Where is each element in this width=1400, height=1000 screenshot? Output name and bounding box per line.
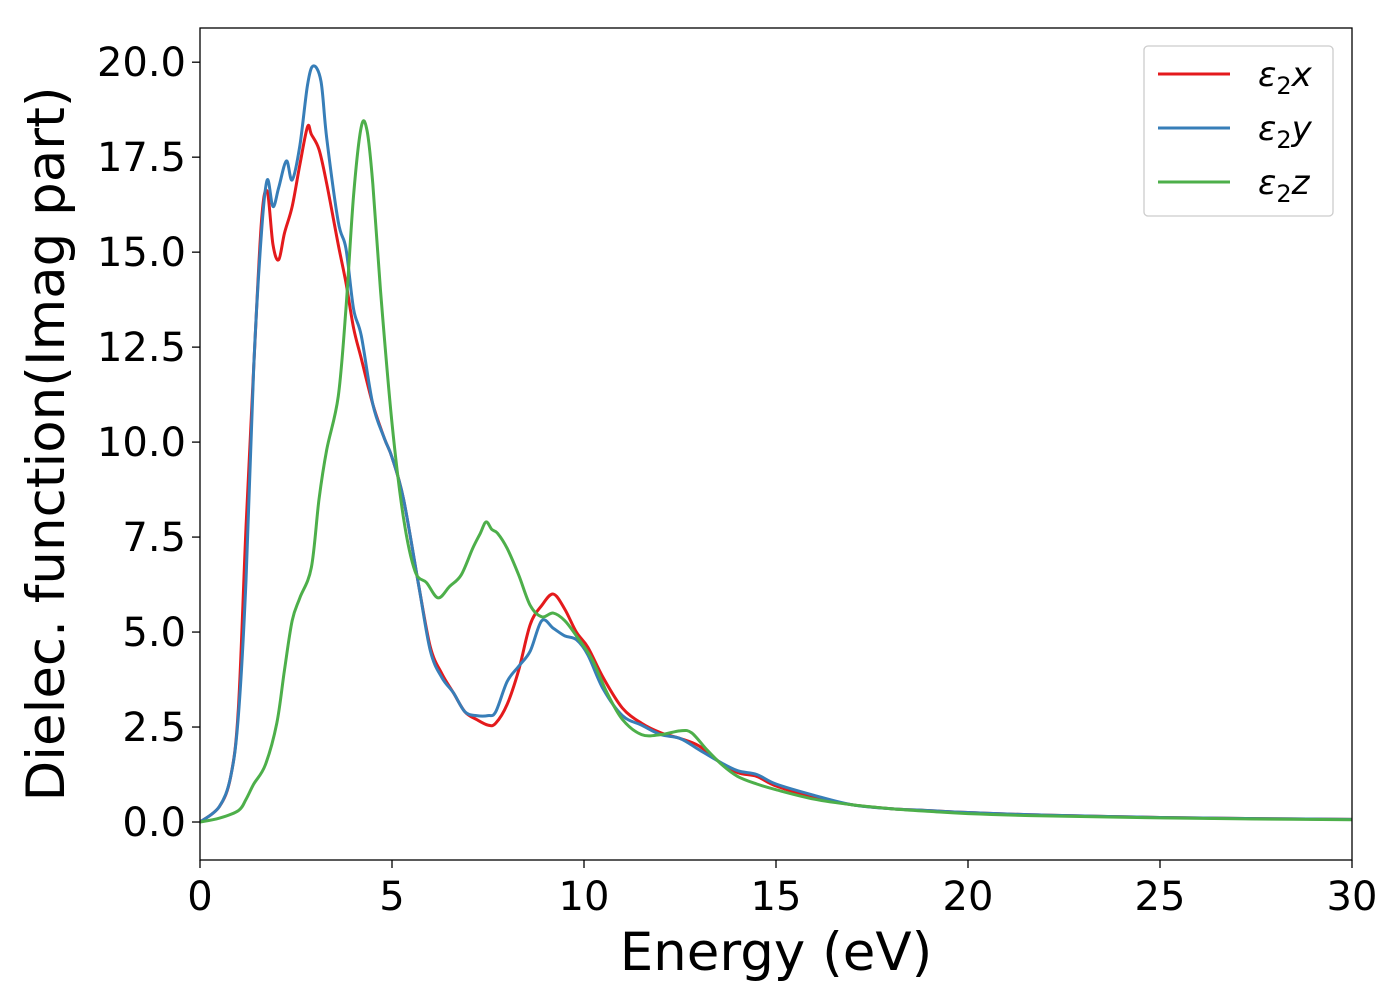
x-tick-label: 0 xyxy=(187,874,212,920)
y-tick-label: 17.5 xyxy=(97,135,186,181)
series-line-y xyxy=(200,64,1352,824)
x-tick-label: 5 xyxy=(379,874,404,920)
legend-label-y: ε2y xyxy=(1258,109,1313,154)
y-axis-label: Dielec. function(Imag part) xyxy=(16,86,77,801)
series-line-z xyxy=(200,119,1352,824)
legend-label-z: ε2z xyxy=(1258,163,1311,208)
series-line-x xyxy=(200,123,1352,824)
x-tick-label: 10 xyxy=(559,874,610,920)
series-layer xyxy=(200,64,1352,824)
x-tick-label: 20 xyxy=(943,874,994,920)
x-tick-label: 25 xyxy=(1135,874,1186,920)
y-tick-label: 7.5 xyxy=(122,515,186,561)
axis-ticks: 0 5 10 15 20 25 30 0.0 2.5 5.0 7.5 10.0 12.5 15.0 17.5… xyxy=(97,40,1378,920)
y-tick-label: 0.0 xyxy=(122,800,186,846)
legend: ε2x ε2y ε2z xyxy=(1143,45,1334,217)
y-tick-label: 5.0 xyxy=(122,610,186,656)
x-tick-label: 15 xyxy=(751,874,802,920)
legend-label-x: ε2x xyxy=(1258,55,1313,100)
legend-box xyxy=(1143,45,1334,217)
y-tick-label: 15.0 xyxy=(97,230,186,276)
x-axis-label: Energy (eV) xyxy=(620,922,933,983)
y-tick-label: 2.5 xyxy=(122,705,186,751)
y-tick-label: 10.0 xyxy=(97,420,186,466)
y-tick-label: 20.0 xyxy=(97,40,186,86)
y-tick-label: 12.5 xyxy=(97,325,186,371)
x-tick-label: 30 xyxy=(1327,874,1378,920)
